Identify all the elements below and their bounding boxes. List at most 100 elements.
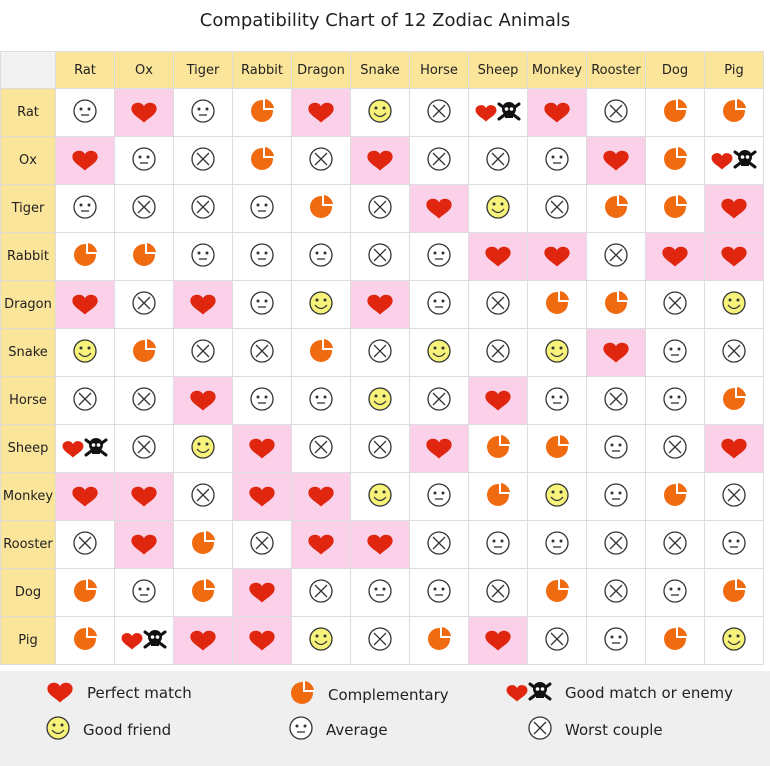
cell-worst-couple: [586, 568, 646, 617]
pie-icon: [307, 193, 335, 225]
legend-label: Good match or enemy: [565, 684, 734, 702]
cell-average: [173, 232, 233, 281]
heart-icon: [719, 246, 749, 271]
cell-average: [586, 616, 646, 665]
cell-good-friend: [704, 616, 764, 665]
column-header: Pig: [704, 51, 764, 89]
cell-average: [409, 280, 469, 329]
cell-perfect-match: [645, 232, 705, 281]
cell-average: [704, 520, 764, 569]
neutral-face-icon: [426, 482, 452, 512]
cell-perfect-match: [704, 232, 764, 281]
smiley-icon: [721, 290, 747, 320]
legend-item: Average: [288, 715, 388, 745]
neutral-face-icon: [426, 290, 452, 320]
cell-complementary: [645, 88, 705, 137]
cell-average: [527, 136, 587, 185]
heart-icon: [247, 486, 277, 511]
cell-complementary: [173, 568, 233, 617]
circle-x-icon: [131, 386, 157, 416]
cell-average: [527, 520, 587, 569]
cell-good-friend: [350, 472, 410, 521]
row-header: Ox: [0, 136, 56, 185]
cell-worst-couple: [409, 136, 469, 185]
cell-worst-couple: [232, 520, 292, 569]
pie-icon: [189, 529, 217, 561]
pie-icon: [543, 289, 571, 321]
cell-average: [468, 520, 528, 569]
cell-complementary: [232, 88, 292, 137]
circle-x-icon: [426, 386, 452, 416]
heart-icon: [542, 246, 572, 271]
cell-perfect-match: [527, 88, 587, 137]
pie-icon: [543, 577, 571, 609]
smiley-icon: [426, 338, 452, 368]
cell-perfect-match: [114, 520, 174, 569]
cell-worst-couple: [350, 616, 410, 665]
column-header: Rabbit: [232, 51, 292, 89]
cell-perfect-match: [291, 472, 351, 521]
heart-skull-icon: [505, 679, 565, 707]
pie-icon: [720, 97, 748, 129]
circle-x-icon: [308, 146, 334, 176]
circle-x-icon: [367, 626, 393, 656]
heart-skull-icon: [474, 101, 522, 127]
legend-item: Good match or enemy: [505, 679, 733, 707]
circle-x-icon: [485, 146, 511, 176]
heart-icon: [188, 630, 218, 655]
neutral-face-icon: [544, 386, 570, 416]
cell-average: [645, 568, 705, 617]
cell-perfect-match: [704, 184, 764, 233]
smiley-icon: [544, 482, 570, 512]
cell-complementary: [173, 520, 233, 569]
cell-worst-couple: [527, 184, 587, 233]
compatibility-table: Rat Ox Tiger Rabbit Dragon Snake Horse Sheep Mon…: [0, 51, 764, 665]
heart-icon: [70, 486, 100, 511]
cell-perfect-match: [232, 424, 292, 473]
pie-icon: [248, 97, 276, 129]
cell-worst-couple: [409, 520, 469, 569]
circle-x-icon: [367, 338, 393, 368]
heart-icon: [483, 246, 513, 271]
row-header: Snake: [0, 328, 56, 377]
cell-worst-couple: [350, 328, 410, 377]
cell-perfect-match: [173, 376, 233, 425]
cell-worst-couple: [114, 184, 174, 233]
smiley-icon: [367, 386, 393, 416]
heart-icon: [601, 150, 631, 175]
circle-x-icon: [603, 530, 629, 560]
neutral-face-icon: [544, 530, 570, 560]
pie-icon: [248, 145, 276, 177]
cell-complementary: [114, 232, 174, 281]
circle-x-icon: [426, 146, 452, 176]
neutral-face-icon: [544, 146, 570, 176]
neutral-face-icon: [131, 146, 157, 176]
cell-perfect-match: [409, 184, 469, 233]
circle-x-icon: [544, 194, 570, 224]
pie-icon: [661, 481, 689, 513]
cell-average: [350, 568, 410, 617]
cell-complementary: [55, 616, 115, 665]
neutral-face-icon: [426, 578, 452, 608]
legend-label: Worst couple: [565, 721, 663, 739]
cell-good-friend: [527, 328, 587, 377]
neutral-face-icon: [662, 338, 688, 368]
neutral-face-icon: [249, 242, 275, 272]
column-header: Snake: [350, 51, 410, 89]
circle-x-icon: [249, 338, 275, 368]
cell-complementary: [55, 232, 115, 281]
pie-icon: [71, 241, 99, 273]
circle-x-icon: [485, 578, 511, 608]
row-header: Rooster: [0, 520, 56, 569]
cell-complementary: [409, 616, 469, 665]
legend-label: Perfect match: [87, 684, 192, 702]
cell-complementary: [645, 136, 705, 185]
pie-icon: [189, 577, 217, 609]
cell-complementary: [291, 328, 351, 377]
cell-complementary: [704, 568, 764, 617]
heart-icon: [70, 150, 100, 175]
cell-perfect-match: [173, 280, 233, 329]
smiley-icon: [308, 626, 334, 656]
cell-perfect-match: [350, 280, 410, 329]
circle-x-icon: [721, 338, 747, 368]
